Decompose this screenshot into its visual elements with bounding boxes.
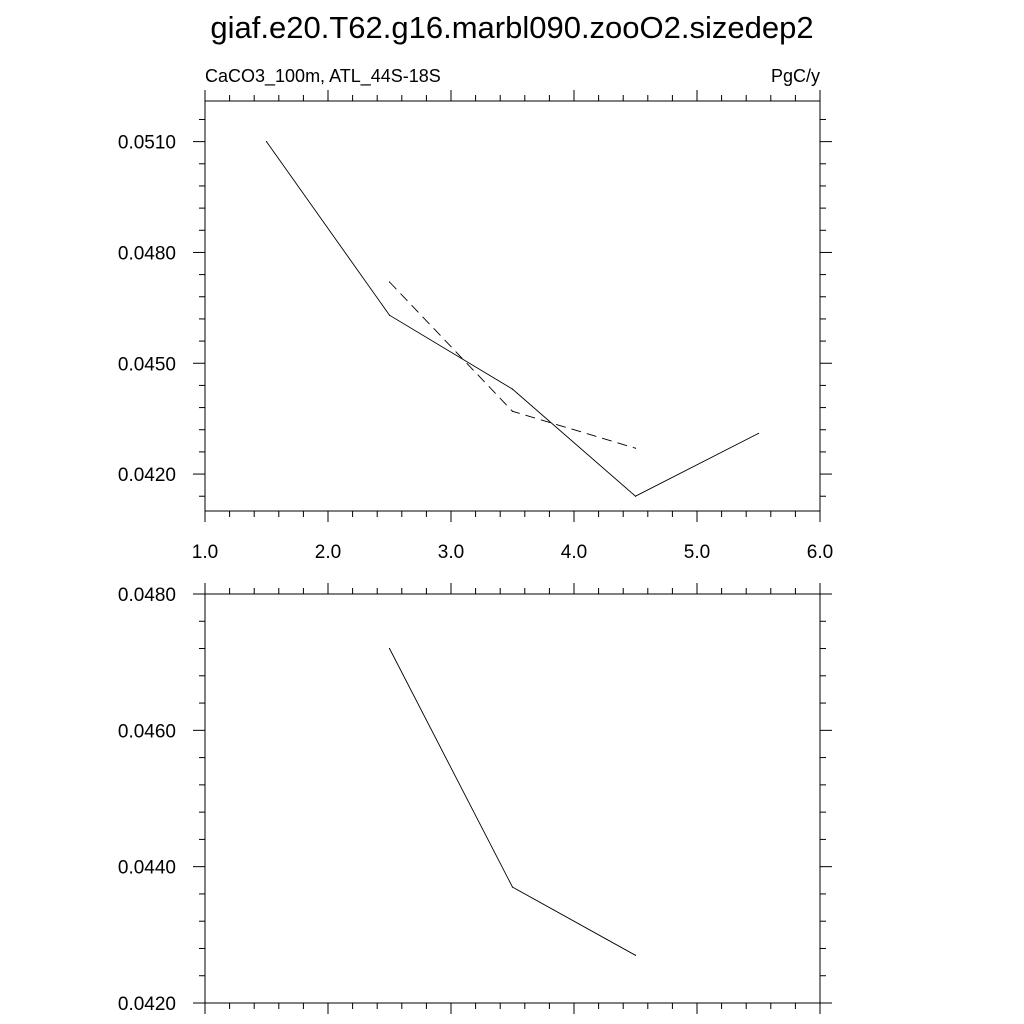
x-tick-label: 5.0 — [684, 542, 710, 563]
y-tick-label: 0.0420 — [118, 465, 176, 486]
data-point — [634, 954, 637, 956]
subtitle-right: PgC/y — [771, 66, 820, 86]
x-tick-label: 3.0 — [438, 542, 464, 563]
data-point — [388, 314, 391, 316]
x-tick-label: 4.0 — [561, 542, 587, 563]
data-point — [511, 388, 514, 390]
data-point — [388, 647, 391, 650]
y-tick-label: 0.0480 — [118, 243, 176, 264]
y-tick-label: 0.0450 — [118, 354, 176, 375]
x-tick-label: 6.0 — [807, 542, 833, 563]
y-tick-label: 0.0480 — [118, 585, 176, 606]
series-line-dashed — [389, 281, 636, 449]
y-tick-label: 0.0460 — [118, 721, 176, 742]
y-tick-label: 0.0440 — [118, 858, 176, 879]
data-point — [511, 410, 514, 412]
bottom-panel: 0.0420 0.0440 0.0460 0.0480 — [118, 583, 832, 1015]
x-tick-label: 1.0 — [192, 542, 218, 563]
data-point — [634, 447, 637, 449]
data-point — [388, 281, 391, 283]
series-line-solid — [389, 648, 636, 956]
series-line-solid — [266, 141, 759, 497]
data-point — [757, 432, 760, 435]
plot-frame — [204, 100, 821, 512]
y-tick-label: 0.0510 — [118, 133, 176, 154]
top-panel: 0.0420 0.0450 0.0480 0.0510 1.0 2.0 3.0 4.0 5.0 6… — [118, 66, 833, 563]
chart-title: giaf.e20.T62.g16.marbl090.zooO2.sizedep2 — [210, 10, 813, 45]
data-point — [634, 495, 637, 497]
y-tick-label: 0.0420 — [118, 994, 176, 1015]
subtitle-left: CaCO3_100m, ATL_44S-18S — [205, 66, 441, 87]
plot-frame — [204, 593, 821, 1004]
x-tick-label: 2.0 — [315, 542, 341, 563]
data-point — [265, 141, 268, 143]
data-point — [511, 886, 514, 888]
